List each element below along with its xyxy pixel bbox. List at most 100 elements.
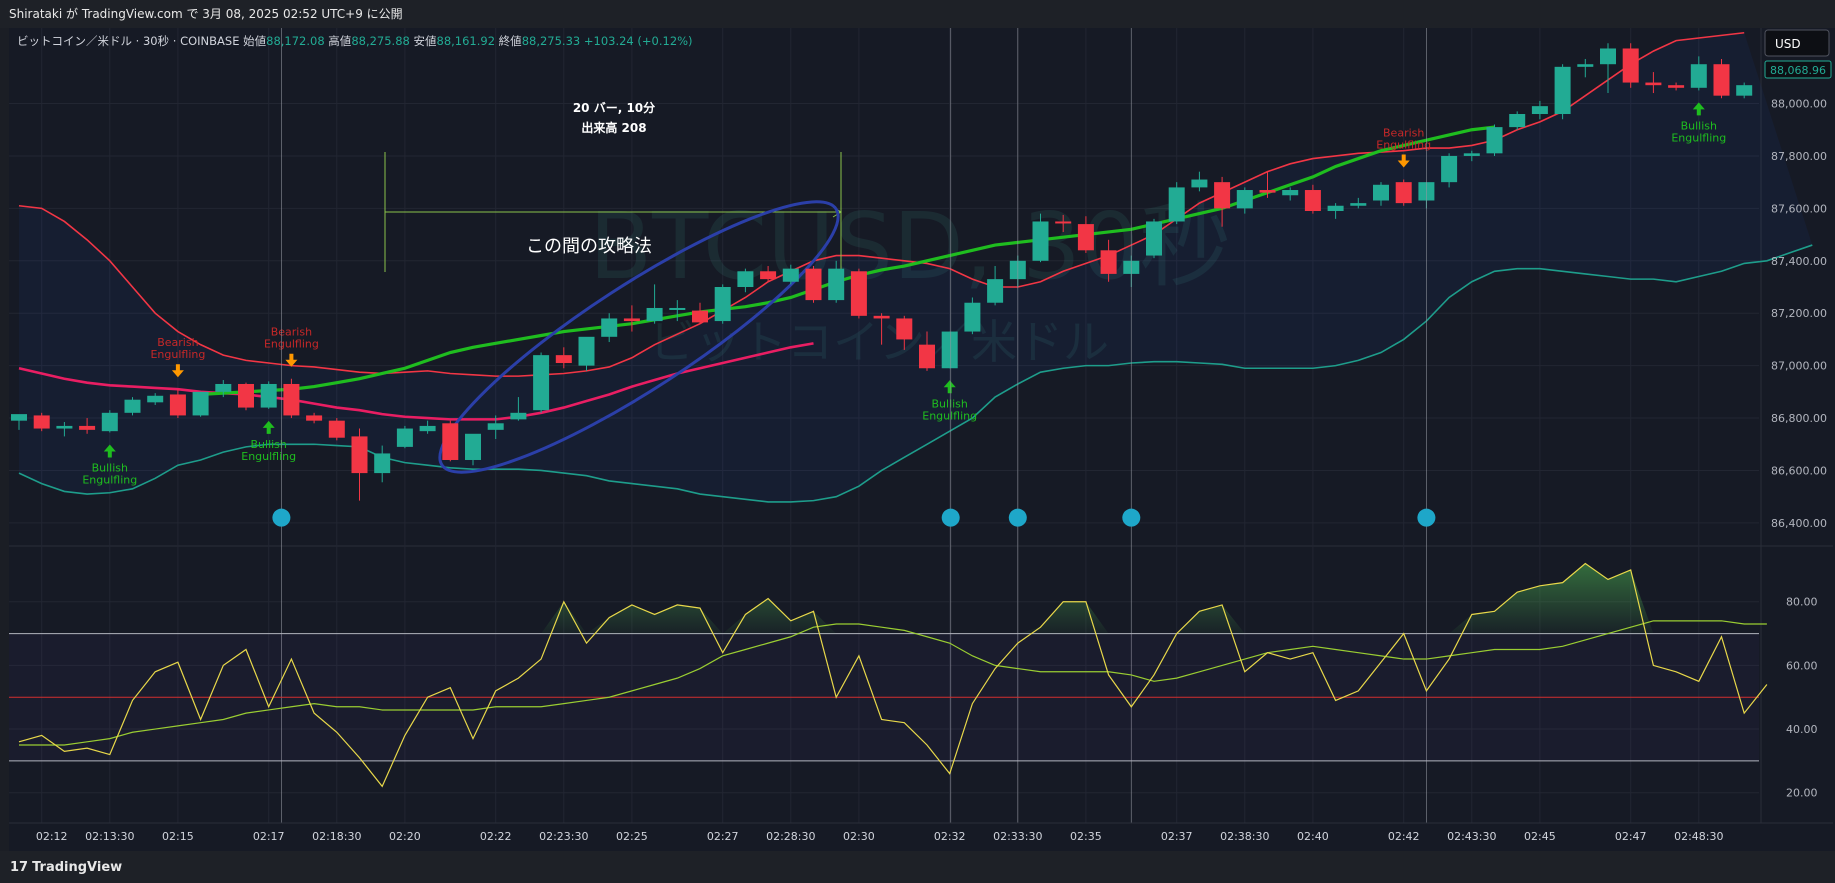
candle xyxy=(1191,171,1208,192)
candle-body xyxy=(147,395,164,403)
candle xyxy=(1168,182,1185,225)
candle xyxy=(33,412,50,432)
candle-body xyxy=(33,415,50,429)
signal-dot xyxy=(272,508,291,527)
candle-body xyxy=(760,271,777,280)
candle xyxy=(147,393,164,405)
candle xyxy=(714,284,731,324)
candle-body xyxy=(896,318,913,340)
candle xyxy=(56,421,73,437)
time-tick-label: 02:32 xyxy=(934,830,966,843)
candle-body xyxy=(1282,190,1299,196)
candle-body xyxy=(1055,221,1072,224)
legend-low-label: 安値 xyxy=(410,34,437,48)
price-tick-label: 87,000.00 xyxy=(1771,360,1827,373)
price-tick-label: 87,600.00 xyxy=(1771,202,1827,215)
candle xyxy=(238,382,254,411)
footer-bar: 𝟭𝟳 TradingView xyxy=(0,851,1835,883)
candle xyxy=(1077,216,1094,253)
candle-body xyxy=(850,271,867,316)
candle xyxy=(1463,150,1480,162)
bollinger-upper-line xyxy=(18,31,1745,377)
measure-label-bars: 20 バー, 10分 xyxy=(573,100,655,115)
pattern-signals: BullishEngulflingBearishEngulflingBullis… xyxy=(82,102,1726,486)
signal-label: Engulfling xyxy=(150,348,205,361)
candle-body xyxy=(1736,85,1753,96)
up-arrow-icon xyxy=(943,380,956,394)
candle-body xyxy=(1236,190,1253,209)
candle-body xyxy=(169,394,186,416)
down-arrow-icon xyxy=(285,353,298,367)
candle-body xyxy=(737,271,754,287)
candle xyxy=(124,397,141,416)
signal-label: Bullish xyxy=(932,397,968,410)
highlight-ellipse xyxy=(438,200,840,474)
candle-body xyxy=(1463,153,1480,156)
candle xyxy=(1668,82,1685,91)
candle xyxy=(1713,58,1730,99)
time-tick-label: 02:48:30 xyxy=(1674,830,1723,843)
legend-open: 88,172.08 xyxy=(266,34,325,48)
time-tick-label: 02:40 xyxy=(1297,830,1329,843)
candle xyxy=(805,266,822,303)
legend-open-label: 始値 xyxy=(239,34,266,48)
candle-body xyxy=(283,383,300,416)
candle-body xyxy=(1304,190,1321,211)
price-tick-label: 86,400.00 xyxy=(1771,517,1827,530)
candle-body xyxy=(601,318,618,337)
candle-body xyxy=(487,423,504,430)
candle xyxy=(1350,197,1367,209)
candle-body xyxy=(1645,82,1662,86)
candle xyxy=(510,397,527,421)
legend-close-label: 終値 xyxy=(495,34,522,48)
candle xyxy=(828,260,845,303)
price-tick-label: 86,600.00 xyxy=(1771,464,1827,477)
candle xyxy=(1032,213,1049,263)
candle xyxy=(192,391,209,417)
footer-brand: TradingView xyxy=(32,860,123,875)
candle-body xyxy=(1146,221,1162,256)
candle-body xyxy=(306,415,323,421)
time-tick-label: 02:30 xyxy=(843,830,875,843)
candle xyxy=(669,300,686,322)
candle-body xyxy=(1395,182,1412,204)
currency-button[interactable]: USD xyxy=(1764,29,1830,57)
candle xyxy=(987,266,1004,306)
candle xyxy=(1282,187,1299,201)
bollinger-lower-line xyxy=(18,244,1813,503)
signal-label: Engulfling xyxy=(264,338,319,351)
candle xyxy=(1214,176,1231,227)
candle-body xyxy=(396,428,413,447)
price-tick-label: 88,000.00 xyxy=(1771,98,1827,111)
legend-close: 88,275.33 xyxy=(522,34,581,48)
candle-body xyxy=(1622,48,1639,83)
down-arrow-icon xyxy=(1397,154,1410,168)
tradingview-logo[interactable]: 𝟭𝟳 TradingView xyxy=(10,860,122,875)
time-tick-label: 02:18:30 xyxy=(312,830,361,843)
chart-container[interactable]: BTCUSD, 30秒 ビットコイン／米ドル 20 バー, 10分 出来高 208 この… xyxy=(9,28,1835,855)
publish-header: Shirataki が TradingView.com で 3月 08, 202… xyxy=(0,0,1835,28)
candle-body xyxy=(1350,203,1367,206)
candle xyxy=(1486,124,1503,156)
candle xyxy=(79,418,96,434)
trend-ema-line xyxy=(200,125,1495,397)
candle-body xyxy=(238,383,254,408)
price-tick-label: 87,800.00 xyxy=(1771,150,1827,163)
candle xyxy=(533,352,550,413)
signal-label: Engulfling xyxy=(241,450,296,463)
candle xyxy=(351,428,368,501)
candle xyxy=(306,412,323,424)
candle xyxy=(578,336,595,371)
candle-body xyxy=(1690,64,1707,88)
candle-body xyxy=(510,412,527,420)
candle xyxy=(328,418,345,441)
time-axis: 02:12 02:13:30 02:15 02:17 02:18:30 02:20 02:2… xyxy=(9,822,1833,843)
candle xyxy=(737,268,754,293)
candle xyxy=(1327,203,1344,219)
candle-body xyxy=(555,355,572,364)
rsi-pane xyxy=(9,562,1768,788)
bollinger-band-fill xyxy=(19,32,1813,502)
